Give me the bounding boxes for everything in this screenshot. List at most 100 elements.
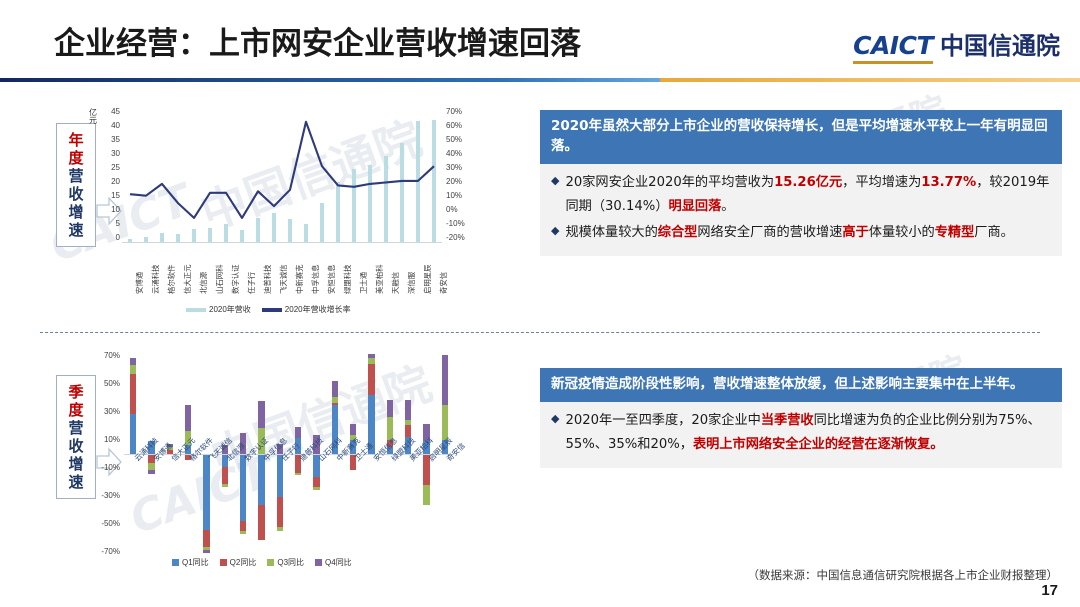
highlight-text: 综合型 (657, 224, 698, 240)
diamond-bullet-icon: ◆ (551, 412, 560, 425)
annual-revenue-bar (399, 143, 405, 243)
y-tick-left: 5 (115, 219, 120, 228)
legend-swatch-q1 (172, 559, 179, 566)
legend-swatch-q4 (315, 559, 323, 566)
y-tick-right: -20% (446, 233, 465, 242)
y-tick-left: 30 (111, 149, 120, 158)
quarterly-stack-segment (240, 521, 247, 532)
annual-category-label: 中新赛克 (295, 264, 304, 294)
side-label-char: 增 (68, 455, 84, 473)
side-label-char: 营 (68, 419, 84, 437)
y-tick-right: 50% (446, 135, 463, 144)
quarterly-stack-segment (185, 454, 192, 460)
quarterly-stack-segment (276, 454, 283, 497)
y-tick-left: 15 (111, 191, 120, 200)
quarterly-text-panel: 新冠疫情造成阶段性影响，营收增速整体放缓，但上述影响主要集中在上半年。 ◆ 20… (540, 368, 1062, 468)
annual-category-label: 绿盟科技 (343, 264, 352, 294)
quarterly-stack-segment (203, 546, 210, 550)
quarterly-chart-legend: Q1同比 Q2同比 Q3同比 Q4同比 (172, 557, 352, 568)
legend-item: Q3同比 (267, 557, 304, 568)
quarterly-stack-segment (350, 454, 357, 470)
annual-revenue-bar (239, 229, 245, 243)
quarterly-stack-segment (166, 446, 173, 450)
header-rule-blue (0, 78, 660, 82)
quarterly-stack-segment (258, 428, 265, 454)
quarterly-stack-segment (405, 436, 412, 454)
annual-revenue-bar (431, 120, 437, 243)
side-label-char: 收 (68, 437, 84, 455)
annual-category-label: 安恒信息 (327, 264, 336, 294)
y-axis-unit-label: 亿元 (89, 108, 97, 125)
quarterly-stack-segment (148, 462, 155, 470)
annual-plot-area (122, 110, 442, 243)
y-tick-right: 10% (446, 191, 463, 200)
quarterly-stack-segment (148, 469, 155, 474)
highlight-text: 高于 (842, 224, 869, 240)
legend-item: Q1同比 (172, 557, 209, 568)
annual-revenue-chart: 亿元 45 40 35 30 25 20 15 10 5 0 70% 60% 5… (86, 104, 526, 329)
quarterly-stack-segment (405, 399, 412, 420)
bullet-text: 2020年一至四季度，20家企业中当季营收同比增速为负的企业比例分别为75%、5… (565, 409, 1051, 457)
annual-revenue-bar (223, 223, 229, 243)
annual-revenue-bar (287, 218, 293, 243)
legend-label: 2020年营收增长率 (284, 305, 351, 314)
source-note: （数据来源：中国信息通信研究院根据各上市企业财报整理） (747, 568, 1059, 582)
y-tick-q: 10% (103, 435, 120, 444)
quarterly-stack-segment (221, 454, 228, 467)
quarterly-stack-segment (130, 414, 137, 454)
quarterly-stack-segment (331, 396, 338, 403)
quarterly-stack-segment (295, 426, 302, 439)
quarterly-panel-heading: 新冠疫情造成阶段性影响，营收增速整体放缓，但上述影响主要集中在上半年。 (540, 368, 1062, 402)
side-label-char: 收 (68, 185, 84, 203)
side-label-annual-box: 年 度 营 收 增 速 (56, 123, 96, 247)
quarterly-stack-segment (313, 476, 320, 487)
quarterly-stack-segment (313, 454, 320, 477)
quarterly-stack-segment (258, 401, 265, 429)
quarterly-stack-segment (441, 355, 448, 406)
quarterly-stack-segment (221, 484, 228, 487)
quarterly-stack-segment (203, 549, 210, 553)
annual-revenue-bar (159, 232, 165, 243)
page-title: 企业经营：上市网安企业营收增速回落 (54, 26, 581, 62)
diamond-bullet-icon: ◆ (551, 224, 560, 237)
annual-category-label: 天融信 (391, 271, 400, 294)
y-tick-left: 40 (111, 121, 120, 130)
quarterly-stack-segment (166, 444, 173, 447)
annual-revenue-bar (335, 182, 341, 243)
y-tick-left: 10 (111, 205, 120, 214)
annual-revenue-bar (351, 169, 357, 243)
y-tick-left: 0 (115, 233, 120, 242)
quarterly-stack-segment (350, 424, 357, 436)
y-tick-right: 30% (446, 163, 463, 172)
bullet-text: 20家网安企业2020年的平均营收为15.26亿元，平均增速为13.77%，较2… (565, 171, 1051, 219)
legend-swatch-q2 (219, 559, 227, 566)
caict-logo: CAICT 中国信通院 (853, 26, 1060, 64)
annual-category-label: 中孚信息 (311, 264, 320, 294)
quarterly-stack-segment (240, 454, 247, 522)
slide-header: 企业经营：上市网安企业营收增速回落 CAICT 中国信通院 (0, 0, 1080, 82)
annual-revenue-bar (175, 234, 181, 243)
annual-revenue-bar (367, 164, 373, 243)
annual-revenue-bar (207, 228, 213, 243)
quarterly-stack-segment (203, 454, 210, 530)
quarterly-stack-segment (130, 358, 137, 366)
legend-item: Q4同比 (315, 557, 352, 568)
legend-label: 2020年营收 (209, 305, 251, 314)
y-tick-q: 30% (103, 407, 120, 416)
y-tick-right: 60% (446, 121, 463, 130)
bullet-item: ◆ 20家网安企业2020年的平均营收为15.26亿元，平均增速为13.77%，… (551, 171, 1051, 219)
quarterly-zero-axis (124, 454, 454, 455)
quarterly-stack-segment (148, 441, 155, 454)
annual-category-label: 格尔软件 (167, 264, 176, 294)
annual-revenue-bar (271, 212, 277, 243)
quarterly-stack-segment (313, 435, 320, 454)
annual-category-label: 山石网科 (215, 264, 224, 294)
plain-text: 厂商。 (974, 224, 1014, 240)
quarterly-stack-segment (203, 529, 210, 547)
annual-chart-legend: 2020年营收 2020年营收增长率 (186, 304, 351, 315)
quarterly-stack-segment (276, 496, 283, 527)
highlight-text: 13.77% (921, 174, 977, 190)
header-underline (0, 78, 1080, 82)
highlight-text: 表明上市网络安全企业的经营在逐渐恢复。 (692, 436, 944, 452)
side-label-annual: 年 度 营 收 增 速 (56, 123, 96, 247)
